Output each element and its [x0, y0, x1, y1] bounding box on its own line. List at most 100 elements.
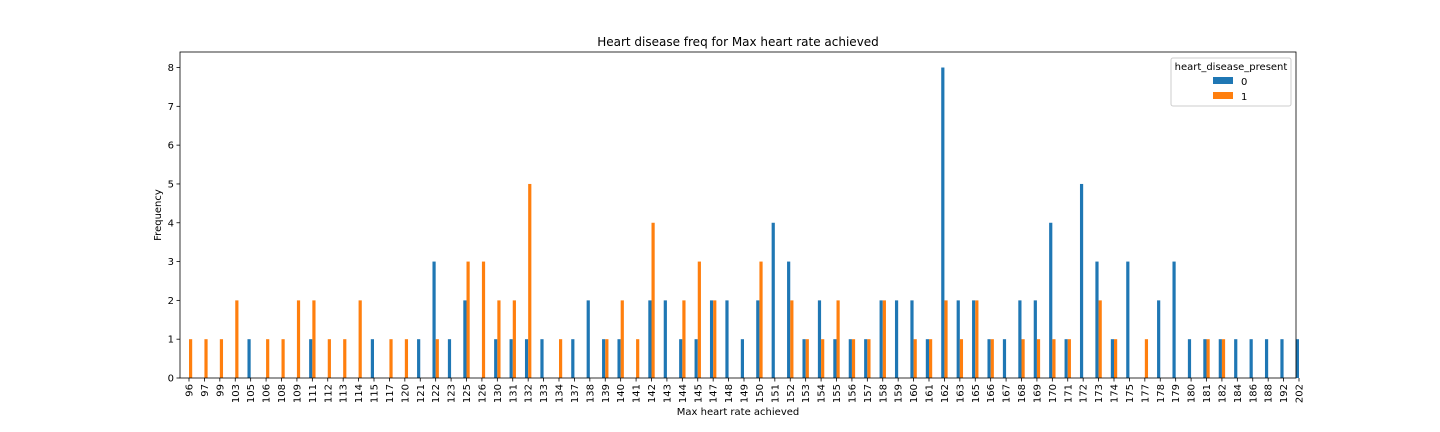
bar-167-series-0 — [1002, 339, 1007, 378]
bar-131-series-0 — [509, 339, 513, 378]
x-tick-label-184: 184 — [1233, 384, 1244, 403]
bar-173-series-0 — [1095, 261, 1099, 378]
x-tick-label-113: 113 — [339, 384, 350, 403]
bar-165-series-0 — [972, 300, 976, 378]
x-tick-label-131: 131 — [508, 384, 519, 403]
x-tick-label-148: 148 — [724, 384, 735, 403]
x-tick-label-112: 112 — [323, 384, 334, 403]
x-tick-label-134: 134 — [555, 384, 566, 403]
bar-169-series-1 — [1036, 339, 1041, 378]
y-tick-label-5: 5 — [168, 179, 174, 190]
bar-141-series-1 — [636, 339, 640, 378]
bar-174-series-0 — [1110, 339, 1114, 378]
x-tick-label-139: 139 — [601, 384, 612, 403]
x-tick-label-173: 173 — [1094, 384, 1105, 403]
x-tick-label-99: 99 — [215, 384, 226, 397]
x-tick-label-138: 138 — [585, 384, 596, 403]
bar-156-series-1 — [851, 339, 856, 378]
legend-swatch-1 — [1213, 92, 1233, 99]
x-tick-label-182: 182 — [1217, 384, 1228, 403]
bar-145-series-1 — [697, 261, 701, 378]
bar-159-series-0 — [894, 300, 899, 378]
x-tick-label-169: 169 — [1032, 384, 1043, 403]
bar-173-series-1 — [1098, 300, 1102, 378]
x-tick-label-115: 115 — [370, 384, 381, 403]
x-tick-label-186: 186 — [1248, 384, 1259, 403]
x-tick-label-105: 105 — [246, 384, 257, 403]
y-tick-label-2: 2 — [168, 296, 174, 307]
bar-192-series-0 — [1280, 339, 1284, 378]
x-tick-label-175: 175 — [1125, 384, 1136, 403]
x-tick-label-130: 130 — [493, 384, 504, 403]
bar-134-series-1 — [559, 339, 563, 378]
x-tick-label-172: 172 — [1079, 384, 1090, 403]
bar-125-series-1 — [466, 261, 470, 378]
bar-157-series-1 — [867, 339, 871, 378]
x-tick-label-111: 111 — [308, 384, 319, 403]
bar-181-series-0 — [1203, 339, 1207, 378]
bar-147-series-0 — [709, 300, 714, 378]
bar-103-series-1 — [235, 300, 239, 378]
bar-147-series-1 — [713, 300, 717, 378]
bar-170-series-1 — [1052, 339, 1056, 378]
bar-162-series-1 — [944, 300, 948, 378]
y-tick-label-1: 1 — [168, 335, 174, 346]
x-tick-label-168: 168 — [1017, 384, 1028, 403]
x-tick-label-179: 179 — [1171, 384, 1182, 403]
bar-96-series-1 — [189, 339, 193, 378]
x-tick-label-96: 96 — [185, 384, 196, 397]
x-tick-label-171: 171 — [1063, 384, 1074, 403]
x-tick-label-159: 159 — [894, 384, 905, 403]
x-tick-label-165: 165 — [971, 384, 982, 403]
x-tick-label-170: 170 — [1048, 384, 1059, 403]
x-tick-label-147: 147 — [709, 384, 720, 403]
bar-130-series-0 — [494, 339, 498, 378]
bar-160-series-0 — [910, 300, 914, 378]
bar-150-series-1 — [759, 261, 763, 378]
bar-154-series-0 — [817, 300, 822, 378]
x-tick-label-140: 140 — [616, 384, 627, 403]
x-tick-label-202: 202 — [1295, 384, 1306, 403]
bar-115-series-0 — [370, 339, 374, 378]
bar-111-series-1 — [312, 300, 316, 378]
bar-133-series-0 — [540, 339, 544, 378]
bar-137-series-0 — [571, 339, 575, 378]
y-tick-label-0: 0 — [168, 374, 174, 385]
y-tick-label-8: 8 — [168, 63, 174, 74]
bar-132-series-1 — [528, 183, 532, 378]
bar-155-series-1 — [836, 300, 840, 378]
bar-152-series-0 — [787, 261, 791, 378]
y-tick-label-3: 3 — [168, 257, 174, 268]
bar-168-series-1 — [1021, 339, 1025, 378]
legend-title: heart_disease_present — [1175, 62, 1288, 73]
bar-171-series-0 — [1064, 339, 1068, 378]
x-tick-label-108: 108 — [277, 384, 288, 403]
bar-125-series-0 — [463, 300, 467, 378]
bar-142-series-1 — [651, 222, 655, 378]
bar-202-series-0 — [1295, 339, 1299, 378]
bar-150-series-0 — [756, 300, 760, 378]
x-tick-label-133: 133 — [539, 384, 550, 403]
x-tick-label-162: 162 — [940, 384, 951, 403]
x-tick-label-122: 122 — [431, 384, 442, 403]
plot-frame — [179, 51, 1297, 379]
x-axis-label: Max heart rate achieved — [677, 407, 800, 418]
bar-178-series-0 — [1157, 300, 1161, 378]
bar-180-series-0 — [1187, 339, 1192, 378]
x-tick-label-114: 114 — [354, 384, 365, 403]
bar-108-series-1 — [281, 339, 285, 378]
bar-140-series-1 — [620, 300, 624, 378]
x-tick-label-155: 155 — [832, 384, 843, 403]
legend-label-0: 0 — [1241, 77, 1247, 88]
bar-156-series-0 — [848, 339, 852, 378]
x-tick-label-161: 161 — [925, 384, 936, 403]
bar-163-series-1 — [959, 339, 964, 378]
bar-131-series-1 — [512, 300, 516, 378]
bar-165-series-1 — [975, 300, 979, 378]
x-tick-label-150: 150 — [755, 384, 766, 403]
bar-97-series-1 — [204, 339, 208, 378]
bars-layer — [189, 67, 1299, 379]
x-tick-label-192: 192 — [1279, 384, 1290, 403]
y-tick-label-4: 4 — [168, 218, 174, 229]
